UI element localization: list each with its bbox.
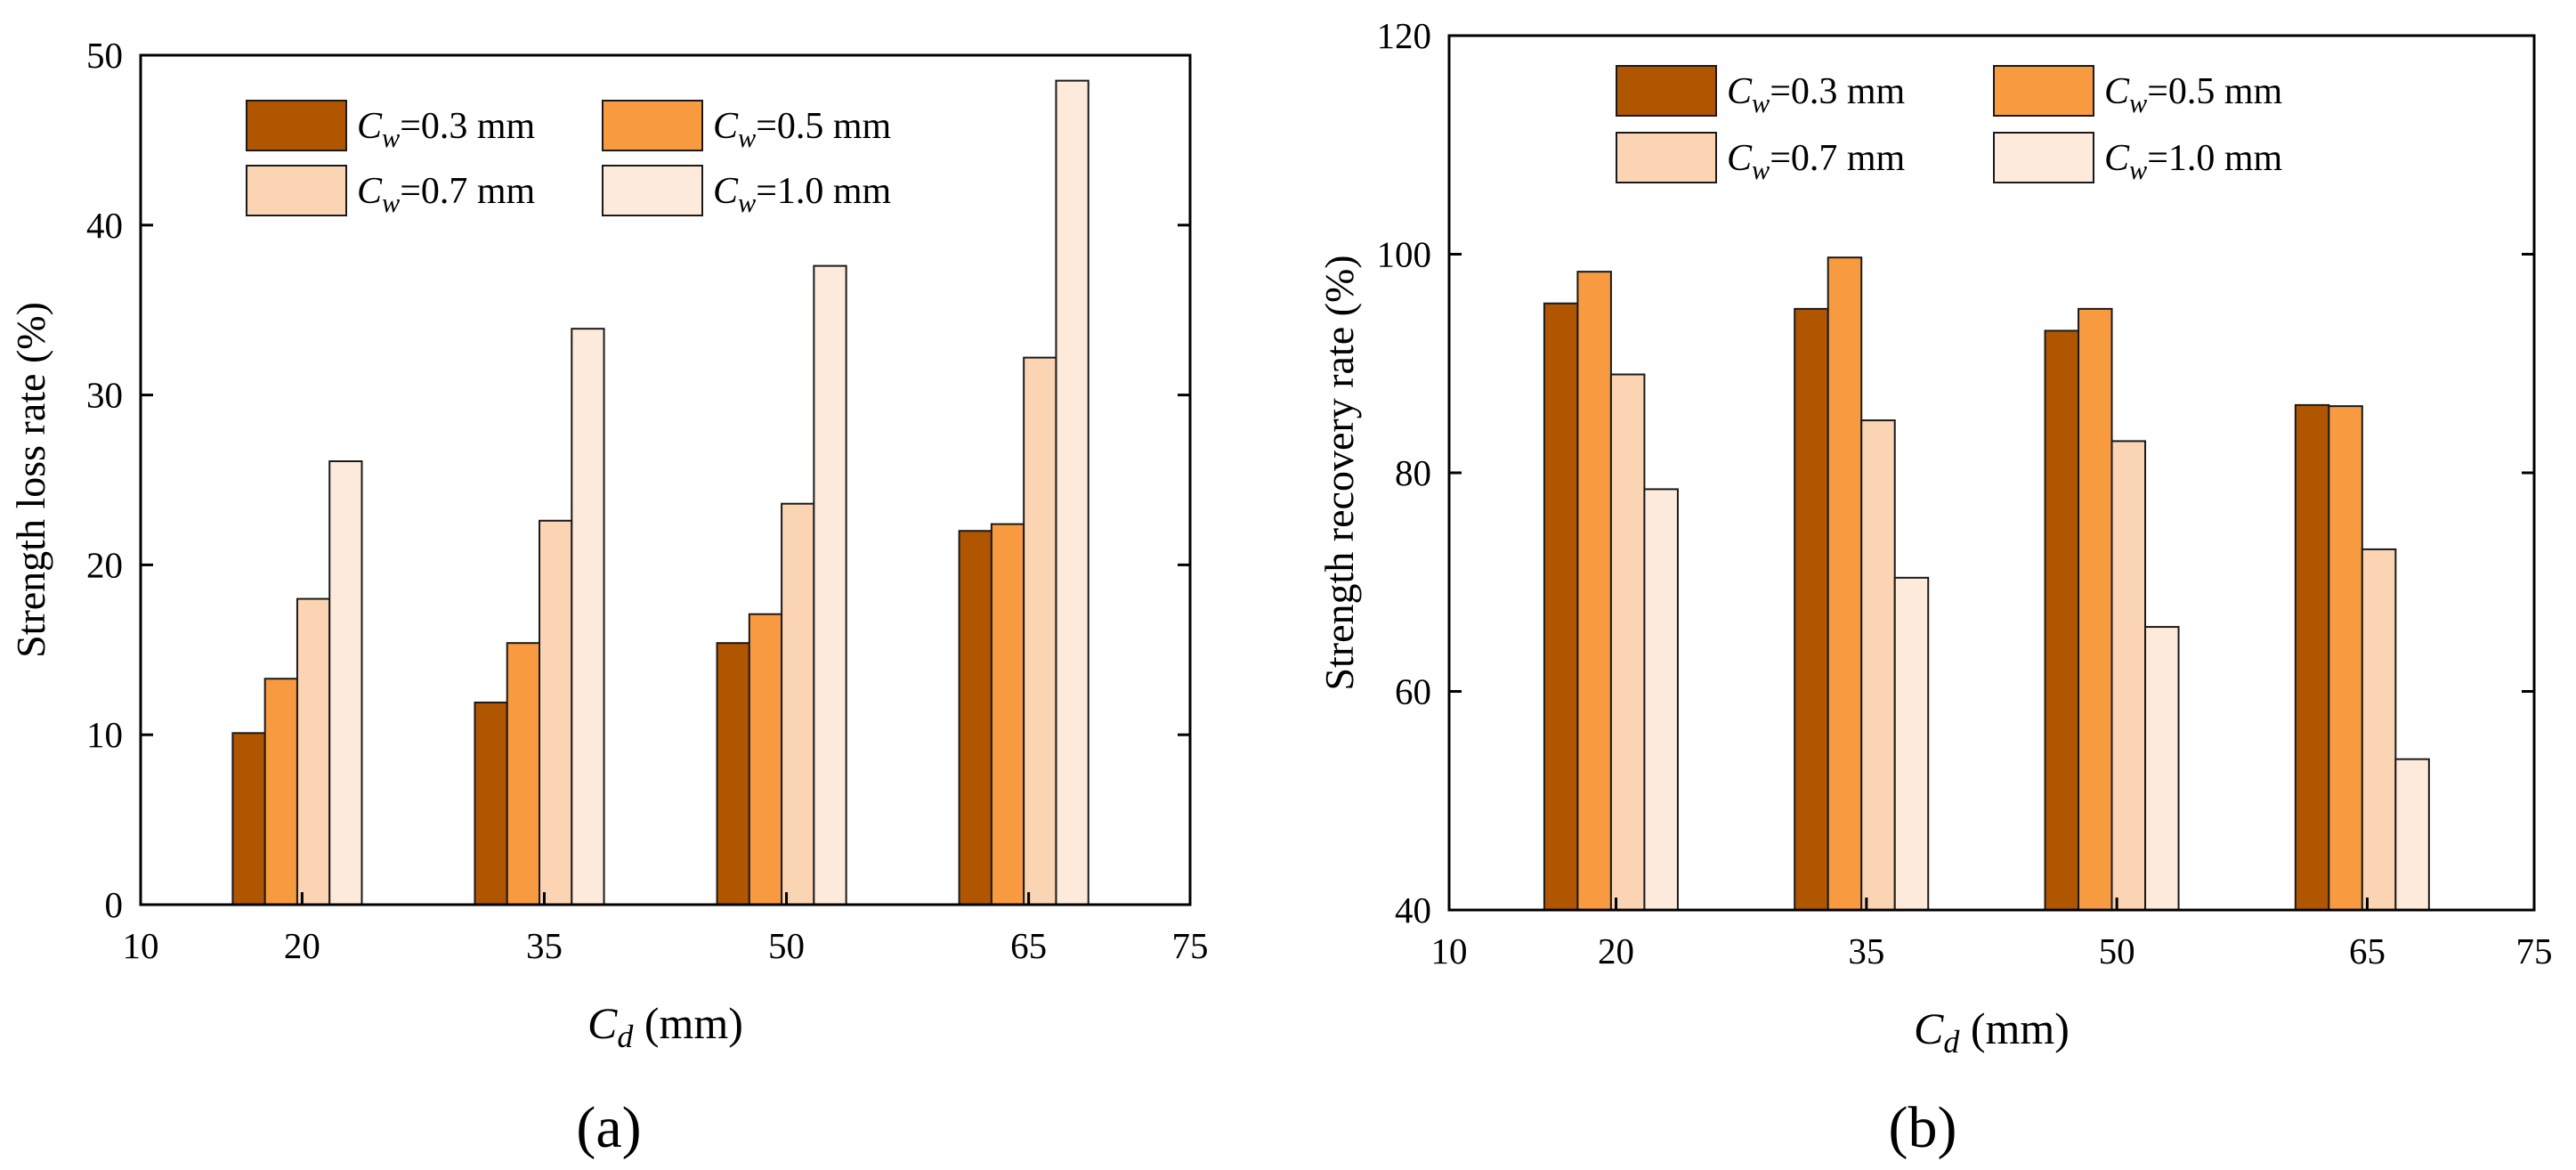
bar-cw-0-5-mm-cd35 <box>1827 256 1863 911</box>
legend-swatch-cw-1-0-mm <box>1993 132 2094 183</box>
y-tick-label: 100 <box>1377 234 1432 275</box>
y-axis-label: Strength loss rate (%) <box>8 302 53 658</box>
bar-cw-0-5-mm-cd50 <box>2078 307 2113 911</box>
bar-cw-1-0-mm-cd20 <box>328 460 363 906</box>
legend-label: Cw=0.3 mm <box>357 106 536 153</box>
bar-cw-0-3-mm-cd35 <box>1794 307 1829 911</box>
legend-label: Cw=0.7 mm <box>357 171 536 218</box>
x-tick-label: 50 <box>768 925 805 966</box>
y-tick-label: 40 <box>86 205 123 246</box>
y-axis-label: Strength recovery rate (%) <box>1316 255 1362 690</box>
legend-swatch-cw-0-7-mm <box>246 165 347 216</box>
bar-cw-1-0-mm-cd65 <box>1055 79 1090 906</box>
bar-cw-0-7-mm-cd20 <box>296 597 331 906</box>
bar-cw-0-7-mm-cd50 <box>2110 440 2147 911</box>
bar-cw-0-5-mm-cd35 <box>506 642 541 906</box>
legend-swatch-cw-0-3-mm <box>246 100 347 151</box>
bar-cw-0-3-mm-cd50 <box>716 642 750 906</box>
bar-cw-0-3-mm-cd65 <box>2294 403 2330 911</box>
x-tick-label: 10 <box>123 925 159 966</box>
legend-swatch-cw-1-0-mm <box>602 165 703 216</box>
panel-label: (a) <box>576 1095 641 1160</box>
y-tick-label: 10 <box>86 714 123 755</box>
legend-swatch-cw-0-3-mm <box>1616 65 1717 117</box>
x-tick-label: 75 <box>2516 930 2553 971</box>
y-tick-label: 30 <box>86 375 123 416</box>
bar-cw-1-0-mm-cd35 <box>1893 576 1930 912</box>
bar-cw-1-0-mm-cd50 <box>813 264 847 906</box>
bar-cw-0-7-mm-cd65 <box>1023 356 1057 906</box>
x-tick-label: 20 <box>284 925 320 966</box>
plot-frame <box>139 53 1192 906</box>
bar-cw-0-3-mm-cd20 <box>231 732 266 906</box>
legend-swatch-cw-0-5-mm <box>602 100 703 151</box>
bar-cw-1-0-mm-cd50 <box>2144 626 2180 911</box>
x-tick-label: 65 <box>2349 930 2386 971</box>
bar-cw-0-3-mm-cd65 <box>958 530 992 906</box>
bar-cw-0-5-mm-cd65 <box>990 523 1025 906</box>
legend-label: Cw=1.0 mm <box>2104 138 2283 185</box>
x-tick-label: 10 <box>1431 930 1468 971</box>
y-tick-label: 40 <box>1395 890 1431 930</box>
bar-cw-1-0-mm-cd65 <box>2394 758 2430 911</box>
bar-cw-0-3-mm-cd50 <box>2044 329 2080 911</box>
x-tick-label: 65 <box>1010 925 1047 966</box>
bar-cw-0-5-mm-cd65 <box>2328 405 2363 911</box>
panel-label: (b) <box>1889 1095 1957 1160</box>
legend-label: Cw=0.3 mm <box>1727 71 1906 118</box>
x-axis-label: Cd (mm) <box>1914 1003 2070 1060</box>
x-axis-label: Cd (mm) <box>587 998 743 1054</box>
y-tick-label: 60 <box>1395 671 1431 712</box>
x-tick-label: 20 <box>1598 930 1634 971</box>
chart-panel-b: 40 60 80 100 120 10 20 35 50 65 75 Strength recover… <box>1316 15 2553 1160</box>
bar-cw-0-5-mm-cd20 <box>1576 271 1612 911</box>
bar-cw-0-3-mm-cd35 <box>474 701 508 906</box>
bar-cw-0-7-mm-cd20 <box>1609 373 1646 911</box>
legend-swatch-cw-0-5-mm <box>1993 65 2094 117</box>
legend-label: Cw=1.0 mm <box>713 171 892 218</box>
legend-label: Cw=0.7 mm <box>1727 138 1906 185</box>
bar-cw-1-0-mm-cd35 <box>571 328 605 906</box>
x-tick-label: 35 <box>1848 930 1884 971</box>
y-tick-label: 80 <box>1395 452 1431 493</box>
bar-cw-1-0-mm-cd20 <box>1643 488 1679 911</box>
legend-swatch-cw-0-7-mm <box>1616 132 1717 183</box>
legend-label: Cw=0.5 mm <box>2104 71 2283 118</box>
y-tick-label: 20 <box>86 544 123 585</box>
bar-cw-0-7-mm-cd35 <box>1860 419 1896 911</box>
bar-cw-0-7-mm-cd65 <box>2361 548 2397 911</box>
bar-cw-0-7-mm-cd35 <box>539 519 573 906</box>
x-tick-label: 35 <box>526 925 563 966</box>
x-tick-label: 50 <box>2099 930 2135 971</box>
x-tick-label: 75 <box>1172 925 1209 966</box>
y-tick-label: 50 <box>86 35 123 76</box>
legend-label: Cw=0.5 mm <box>713 106 892 153</box>
bar-cw-0-3-mm-cd20 <box>1543 302 1579 911</box>
y-tick-label: 0 <box>105 884 124 925</box>
bar-cw-0-5-mm-cd50 <box>748 613 783 906</box>
y-tick-label: 120 <box>1377 15 1432 56</box>
bar-cw-0-7-mm-cd50 <box>781 502 815 906</box>
bar-cw-0-5-mm-cd20 <box>263 678 298 906</box>
